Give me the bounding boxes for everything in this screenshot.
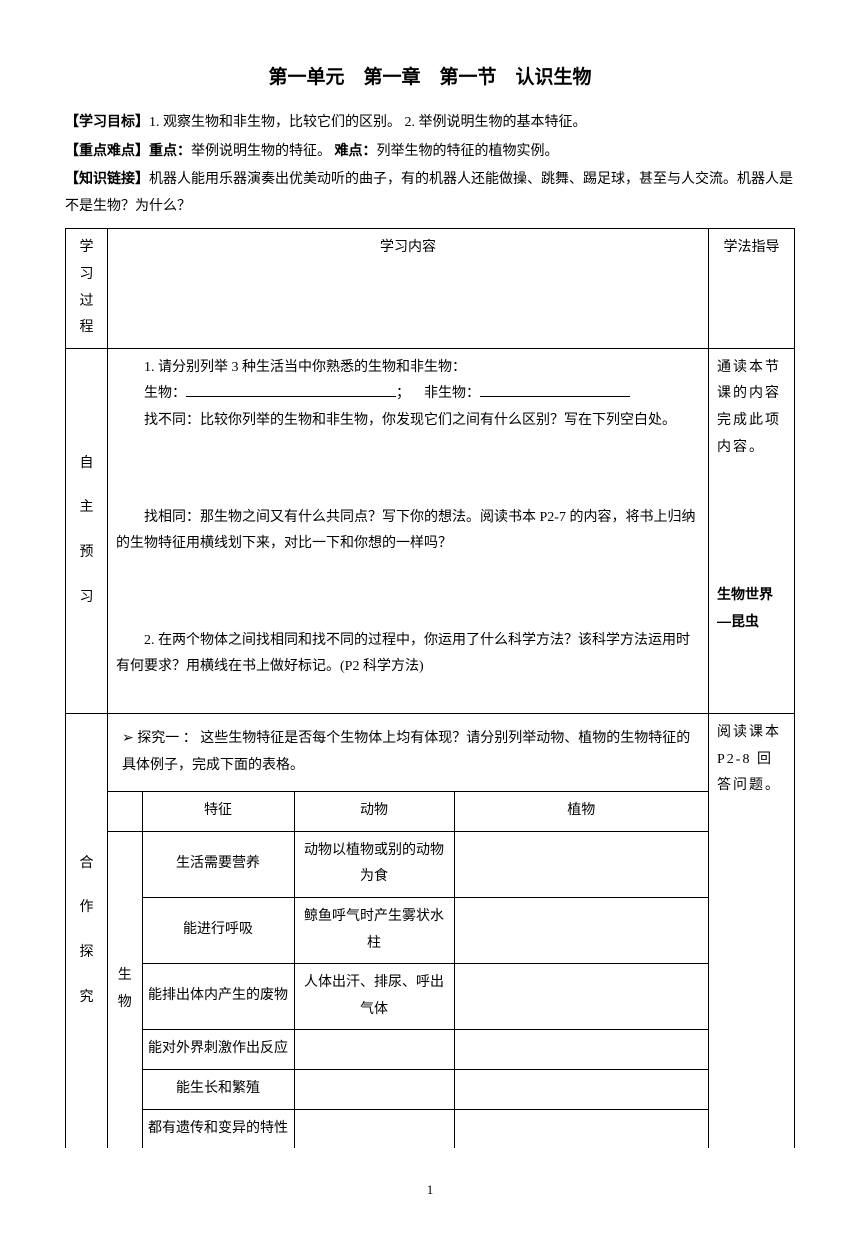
s1l4: 习 [74, 585, 99, 612]
ft-a0: 动物以植物或别的动物为食 [294, 831, 454, 897]
intro-block: 【学习目标】1. 观察生物和非生物，比较它们的区别。 2. 举例说明生物的基本特… [65, 110, 795, 220]
page-number: 1 [65, 1178, 795, 1203]
section2-row: 合 作 探 究 ➢ 探究一 ： 这些生物特征是否每个生物体上均有体现？请分别列举… [66, 714, 795, 1149]
link-text: 机器人能用乐器演奏出优美动听的曲子，有的机器人还能做操、跳舞、踢足球，甚至与人交… [65, 172, 793, 214]
goal-line: 【学习目标】1. 观察生物和非生物，比较它们的区别。 2. 举例说明生物的基本特… [65, 110, 795, 137]
main-table: 学习 过程 学习内容 学法指导 自 主 预 习 1. 请分别列举 3 种生活当中… [65, 228, 795, 1148]
diff-label: 难点： [331, 144, 377, 159]
nonbio-label: ； 非生物： [396, 386, 480, 401]
ft-p0 [454, 831, 708, 897]
hdr-process: 学习 过程 [66, 229, 108, 348]
q2: 2. 在两个物体之间找相同和找不同的过程中，你运用了什么科学方法？该科学方法运用… [116, 628, 700, 681]
ft-h-animal: 动物 [294, 792, 454, 832]
ft-f1: 能进行呼吸 [142, 897, 294, 963]
section2-guide: 阅读课本 P2-8 回答问题。 [709, 714, 795, 1149]
ft-h-plant: 植物 [454, 792, 708, 832]
q1: 1. 请分别列举 3 种生活当中你熟悉的生物和非生物： [116, 355, 700, 382]
section2-content: ➢ 探究一 ： 这些生物特征是否每个生物体上均有体现？请分别列举动物、植物的生物… [108, 714, 709, 1149]
section1-guide: 通读本节课的内容完成此项内容。 生物世界—昆虫 [709, 348, 795, 713]
blank-space-3 [116, 681, 700, 707]
ft-row-3: 能对外界刺激作出反应 [108, 1030, 708, 1070]
ft-p3 [454, 1030, 708, 1070]
ft-a5 [294, 1109, 454, 1148]
blank-space-2 [116, 558, 700, 628]
guide3: 阅读课本 P2-8 回答问题。 [717, 720, 786, 800]
s1l2: 主 [74, 495, 99, 522]
ft-f0: 生活需要营养 [142, 831, 294, 897]
ft-p4 [454, 1069, 708, 1109]
ft-a1: 鲸鱼呼气时产生雾状水柱 [294, 897, 454, 963]
ft-a3 [294, 1030, 454, 1070]
key-line: 【重点难点】重点：举例说明生物的特征。 难点：列举生物的特征的植物实例。 [65, 139, 795, 166]
explore-line: ➢ 探究一 ： 这些生物特征是否每个生物体上均有体现？请分别列举动物、植物的生物… [108, 724, 708, 785]
page-title: 第一单元 第一章 第一节 认识生物 [65, 60, 795, 96]
s2l1: 合 [74, 851, 99, 878]
ft-h-feature: 特征 [142, 792, 294, 832]
guide1: 通读本节课的内容完成此项内容。 [717, 355, 786, 461]
hdr-c1b: 过程 [80, 294, 94, 336]
ft-rowlabel: 生物 [108, 831, 142, 1148]
s2l2: 作 [74, 895, 99, 922]
header-row: 学习 过程 学习内容 学法指导 [66, 229, 795, 348]
ft-f4: 能生长和繁殖 [142, 1069, 294, 1109]
section1-label: 自 主 预 习 [66, 348, 108, 713]
ft-f3: 能对外界刺激作出反应 [142, 1030, 294, 1070]
goal-label: 【学习目标】 [65, 115, 149, 130]
link-label: 【知识链接】 [65, 172, 149, 187]
bio-blank [186, 383, 396, 397]
ft-blank-hdr [108, 792, 142, 832]
diff-prompt: 找不同：比较你列举的生物和非生物，你发现它们之间有什么区别？写在下列空白处。 [116, 408, 700, 435]
hdr-content: 学习内容 [108, 229, 709, 348]
ft-row-5: 都有遗传和变异的特性 [108, 1109, 708, 1148]
section2-label: 合 作 探 究 [66, 714, 108, 1149]
key-text: 举例说明生物的特征。 [191, 144, 331, 159]
ft-p2 [454, 964, 708, 1030]
explore-text: 这些生物特征是否每个生物体上均有体现？请分别列举动物、植物的生物特征的具体例子，… [122, 731, 690, 773]
s1l3: 预 [74, 540, 99, 567]
bio-label: 生物： [144, 386, 186, 401]
goal-text: 1. 观察生物和非生物，比较它们的区别。 2. 举例说明生物的基本特征。 [149, 115, 587, 130]
same-prompt: 找相同：那生物之间又有什么共同点？写下你的想法。阅读书本 P2-7 的内容，将书… [116, 505, 700, 558]
arrow-icon: ➢ [122, 729, 134, 745]
ft-a2: 人体出汗、排尿、呼出气体 [294, 964, 454, 1030]
guide-gap [717, 461, 786, 581]
s2l3: 探 [74, 940, 99, 967]
hdr-guide: 学法指导 [709, 229, 795, 348]
nonbio-blank [480, 383, 630, 397]
link-line: 【知识链接】机器人能用乐器演奏出优美动听的曲子，有的机器人还能做操、跳舞、踢足球… [65, 167, 795, 220]
hdr-c1a: 学习 [80, 240, 94, 282]
diff-text: 列举生物的特征的植物实例。 [377, 144, 559, 159]
section1-content: 1. 请分别列举 3 种生活当中你熟悉的生物和非生物： 生物： ； 非生物： 找不… [108, 348, 709, 713]
feature-table: 特征 动物 植物 生物 生活需要营养 动物以植物或别的动物为食 能进行呼吸 鲸鱼… [108, 791, 708, 1148]
guide2: 生物世界—昆虫 [717, 581, 786, 634]
ft-row-0: 生物 生活需要营养 动物以植物或别的动物为食 [108, 831, 708, 897]
ft-row-2: 能排出体内产生的废物 人体出汗、排尿、呼出气体 [108, 964, 708, 1030]
ft-a4 [294, 1069, 454, 1109]
blank-space-1 [116, 435, 700, 505]
q1-blanks: 生物： ； 非生物： [116, 381, 700, 408]
section1-row: 自 主 预 习 1. 请分别列举 3 种生活当中你熟悉的生物和非生物： 生物： ；… [66, 348, 795, 713]
s1l1: 自 [74, 451, 99, 478]
explore-label: 探究一 ： [137, 731, 197, 746]
ft-p5 [454, 1109, 708, 1148]
s2l4: 究 [74, 985, 99, 1012]
ft-p1 [454, 897, 708, 963]
ft-f2: 能排出体内产生的废物 [142, 964, 294, 1030]
ft-f5: 都有遗传和变异的特性 [142, 1109, 294, 1148]
ft-header: 特征 动物 植物 [108, 792, 708, 832]
ft-row-1: 能进行呼吸 鲸鱼呼气时产生雾状水柱 [108, 897, 708, 963]
ft-row-4: 能生长和繁殖 [108, 1069, 708, 1109]
key-label: 【重点难点】重点： [65, 144, 191, 159]
